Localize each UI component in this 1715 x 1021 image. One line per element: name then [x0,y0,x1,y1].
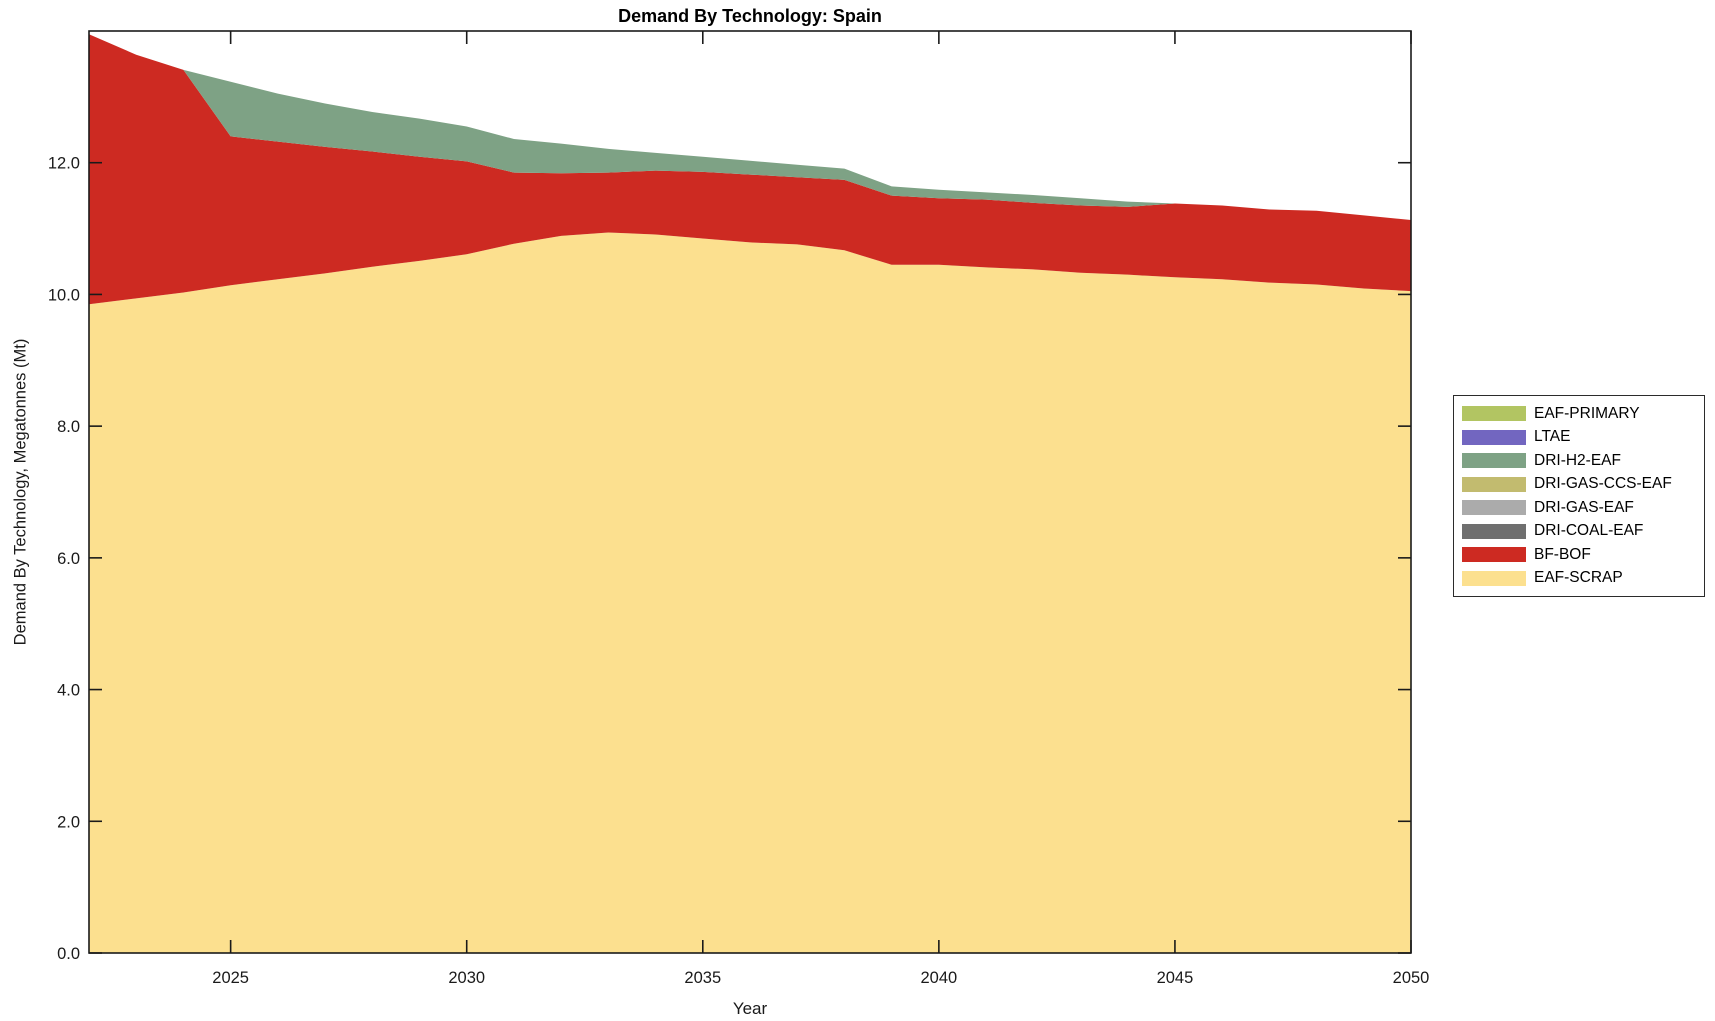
x-tick-label: 2040 [920,969,957,987]
y-tick-label: 2.0 [57,813,80,831]
legend: EAF-PRIMARY LTAE DRI-H2-EAF DRI-GAS-CCS-EAF… [1453,395,1705,597]
legend-item-dri-coal-eaf: DRI-COAL-EAF [1462,522,1700,540]
x-tick-label: 2035 [684,969,721,987]
legend-label: EAF-SCRAP [1534,569,1623,587]
legend-item-eaf-primary: EAF-PRIMARY [1462,405,1700,423]
legend-swatch [1462,429,1526,445]
plot-frame [88,30,1412,954]
legend-item-bf-bof: BF-BOF [1462,546,1700,564]
legend-swatch [1462,523,1526,539]
area-bf-bof [89,34,1411,305]
legend-item-dri-gas-eaf: DRI-GAS-EAF [1462,499,1700,517]
legend-label: BF-BOF [1534,545,1591,563]
y-axis-label: Demand By Technology, Megatonnes (Mt) [11,338,30,646]
legend-label: DRI-GAS-EAF [1534,498,1634,516]
x-axis-label: Year [732,999,768,1018]
legend-swatch [1462,570,1526,586]
y-tick-label: 4.0 [57,682,80,700]
legend-item-ltae: LTAE [1462,428,1700,446]
legend-label: DRI-H2-EAF [1534,451,1621,469]
legend-swatch [1462,547,1526,563]
y-tick-label: 6.0 [57,550,80,568]
chart-title: Demand By Technology: Spain [618,6,882,26]
legend-label: DRI-COAL-EAF [1534,522,1644,540]
y-tick-label: 12.0 [48,155,80,173]
area-dri-h2-eaf [89,34,1411,221]
legend-swatch [1462,500,1526,516]
legend-item-dri-gas-ccs-eaf: DRI-GAS-CCS-EAF [1462,475,1700,493]
legend-label: EAF-PRIMARY [1534,404,1640,422]
legend-item-eaf-scrap: EAF-SCRAP [1462,569,1700,587]
legend-label: LTAE [1534,428,1571,446]
area-eaf-scrap [89,232,1411,954]
legend-label: DRI-GAS-CCS-EAF [1534,475,1672,493]
x-tick-label: 2025 [212,969,249,987]
legend-swatch [1462,476,1526,492]
legend-swatch [1462,453,1526,469]
y-tick-label: 8.0 [57,418,80,436]
x-tick-label: 2030 [448,969,485,987]
x-tick-label: 2045 [1157,969,1194,987]
y-tick-label: 10.0 [48,286,80,304]
legend-item-dri-h2-eaf: DRI-H2-EAF [1462,452,1700,470]
y-tick-label: 0.0 [57,945,80,963]
legend-swatch [1462,406,1526,422]
x-tick-label: 2050 [1393,969,1430,987]
